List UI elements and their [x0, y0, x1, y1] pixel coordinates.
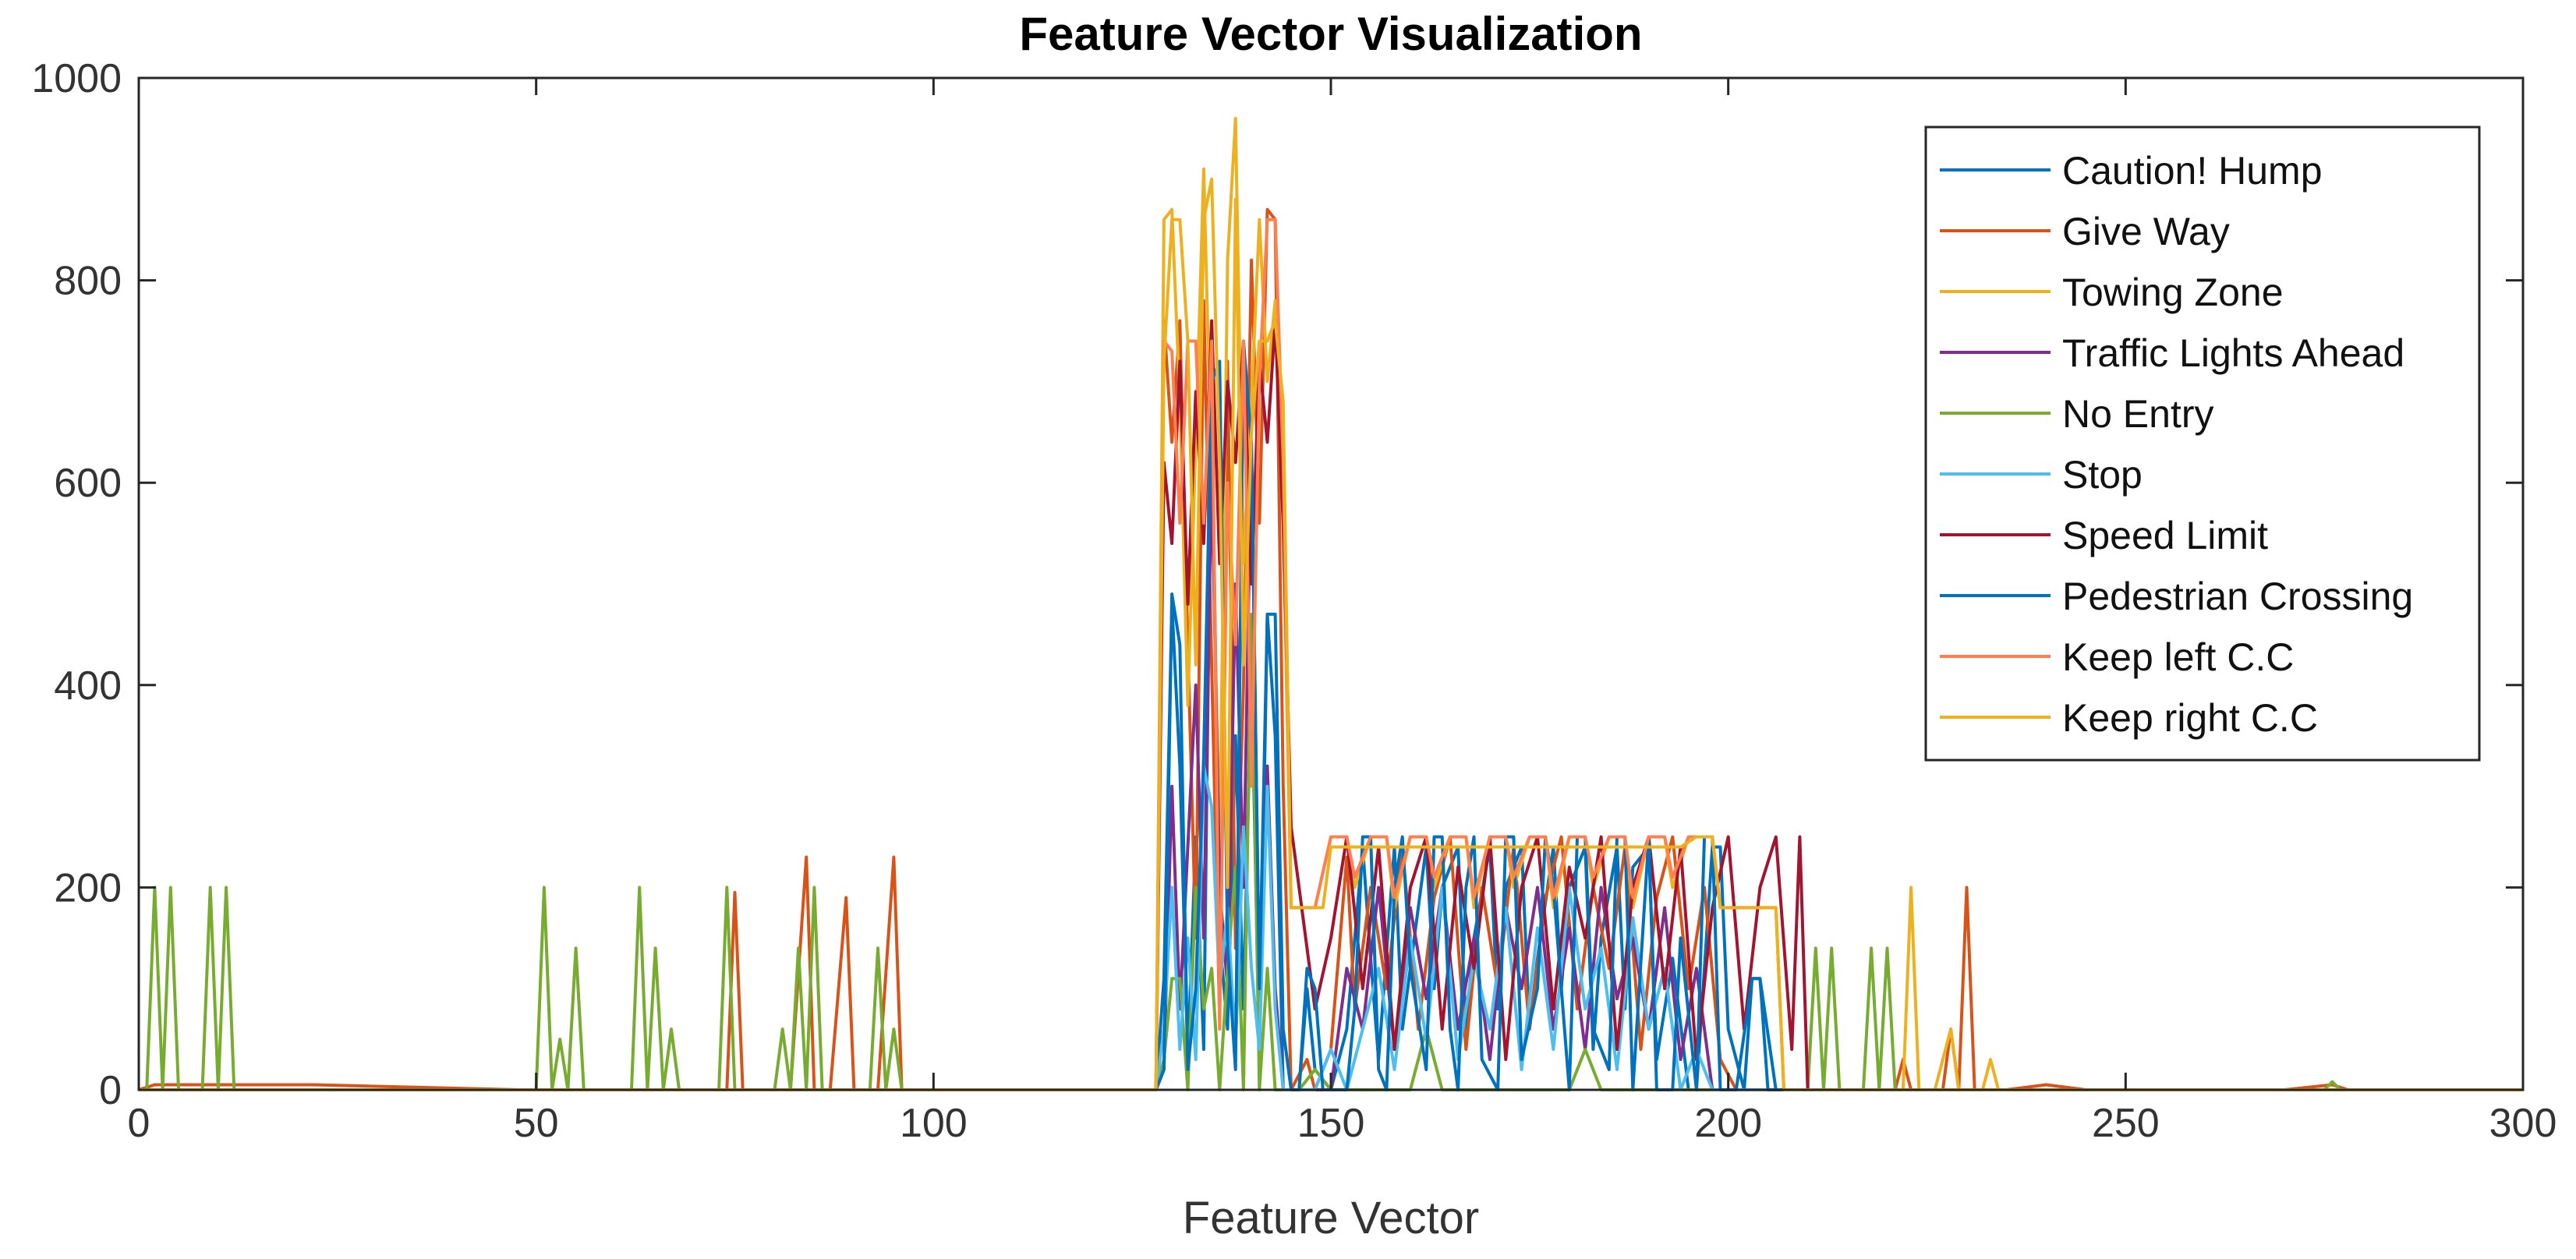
y-tick-label: 600 [54, 461, 122, 506]
legend: Caution! Hump Give Way Towing Zone Traffic … [1924, 126, 2481, 762]
x-tick-label: 200 [1694, 1101, 1762, 1146]
legend-entry-label: Give Way [2062, 210, 2230, 253]
legend-entry-label: Keep right C.C [2062, 696, 2318, 740]
x-tick-label: 250 [2092, 1101, 2160, 1146]
legend-entry-label: Traffic Lights Ahead [2062, 331, 2404, 375]
x-tick-label: 100 [900, 1101, 968, 1146]
legend-entry-label: Stop [2062, 453, 2143, 497]
y-tick-label: 800 [54, 259, 122, 304]
x-axis-label: Feature Vector [1183, 1193, 1479, 1243]
y-tick-label: 1000 [31, 56, 122, 101]
legend-entry-label: Caution! Hump [2062, 149, 2323, 193]
series-line-1 [138, 207, 2523, 1091]
legend-box [1924, 126, 2481, 762]
x-tick-label: 50 [514, 1101, 559, 1146]
legend-entry-label: No Entry [2062, 392, 2214, 436]
y-tick-label: 0 [99, 1068, 122, 1113]
series-line-9 [139, 177, 2523, 1091]
x-tick-label: 150 [1297, 1101, 1365, 1146]
legend-entry-label: Speed Limit [2062, 514, 2268, 557]
y-tick-label: 200 [54, 865, 122, 911]
legend-entry-label: Keep left C.C [2062, 635, 2294, 679]
chart-title: Feature Vector Visualization [1019, 8, 1642, 60]
axes-layer: 0 50 100 150 200 250 300 0 200 400 600 800 1000 [31, 56, 2557, 1146]
series-line-8 [139, 217, 2523, 1091]
x-tick-label: 300 [2489, 1101, 2557, 1146]
legend-entry-label: Towing Zone [2062, 271, 2284, 314]
legend-entry-label: Pedestrian Crossing [2062, 575, 2413, 618]
x-tick-label: 0 [128, 1101, 150, 1146]
series-line-7 [139, 339, 2523, 1091]
y-tick-label: 400 [54, 663, 122, 709]
